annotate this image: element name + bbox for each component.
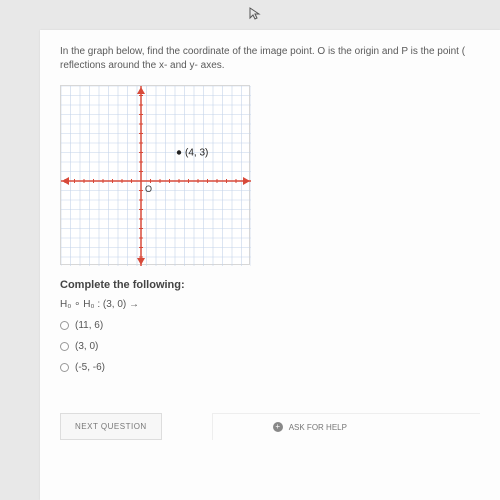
ask-help-label: ASK FOR HELP [289, 423, 347, 432]
plus-icon: + [273, 422, 283, 432]
svg-text:O: O [145, 184, 152, 194]
answer-options: (11, 6) (3, 0) (-5, -6) [60, 320, 480, 373]
option-label: (3, 0) [75, 341, 98, 352]
next-question-button[interactable]: NEXT QUESTION [60, 413, 162, 440]
answer-option[interactable]: (-5, -6) [60, 362, 480, 373]
ask-for-help-button[interactable]: + ASK FOR HELP [212, 413, 480, 440]
answer-option[interactable]: (11, 6) [60, 320, 480, 331]
question-text: In the graph below, find the coordinate … [60, 45, 480, 73]
answer-option[interactable]: (3, 0) [60, 341, 480, 352]
radio-icon[interactable] [60, 363, 69, 372]
question-line-1: In the graph below, find the coordinate … [60, 46, 465, 57]
question-line-2: reflections around the x- and y- axes. [60, 60, 225, 71]
radio-icon[interactable] [60, 342, 69, 351]
complete-heading: Complete the following: [60, 279, 480, 291]
radio-icon[interactable] [60, 321, 69, 330]
transformation-expression: H₀ ∘ H₀ : (3, 0) → [60, 299, 480, 310]
option-label: (-5, -6) [75, 362, 105, 373]
bottom-bar: NEXT QUESTION + ASK FOR HELP [60, 413, 480, 440]
svg-text:(4, 3): (4, 3) [185, 148, 208, 159]
coordinate-graph: O (4, 3) [60, 85, 250, 265]
cursor-icon [248, 6, 262, 23]
option-label: (11, 6) [75, 320, 103, 331]
question-paper: In the graph below, find the coordinate … [40, 30, 500, 500]
